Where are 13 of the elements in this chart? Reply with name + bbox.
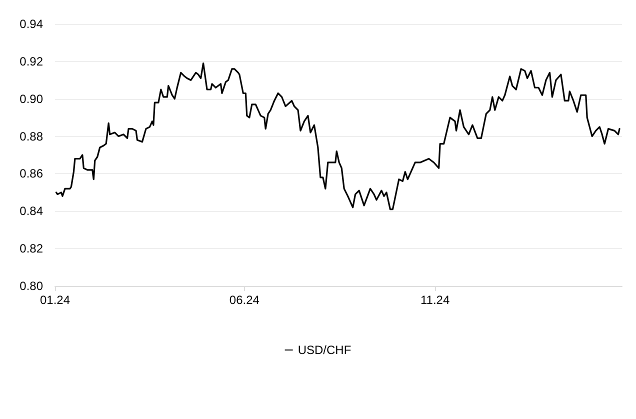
y-tick-label: 0.84 bbox=[20, 204, 44, 218]
x-tick-label: 01.24 bbox=[40, 293, 70, 307]
y-tick-label: 0.88 bbox=[20, 129, 44, 144]
y-tick-label: 0.90 bbox=[20, 92, 44, 106]
y-tick-label: 0.82 bbox=[20, 242, 44, 256]
x-tick-label: 11.24 bbox=[420, 293, 450, 307]
legend-label: USD/CHF bbox=[298, 343, 352, 357]
y-tick-label: 0.94 bbox=[20, 17, 44, 31]
x-tick-label: 06.24 bbox=[229, 293, 260, 307]
y-tick-label: 0.80 bbox=[20, 279, 44, 293]
line-series bbox=[55, 62, 620, 210]
y-tick-label: 0.86 bbox=[20, 166, 44, 181]
y-tick-label: 0.92 bbox=[20, 54, 44, 68]
